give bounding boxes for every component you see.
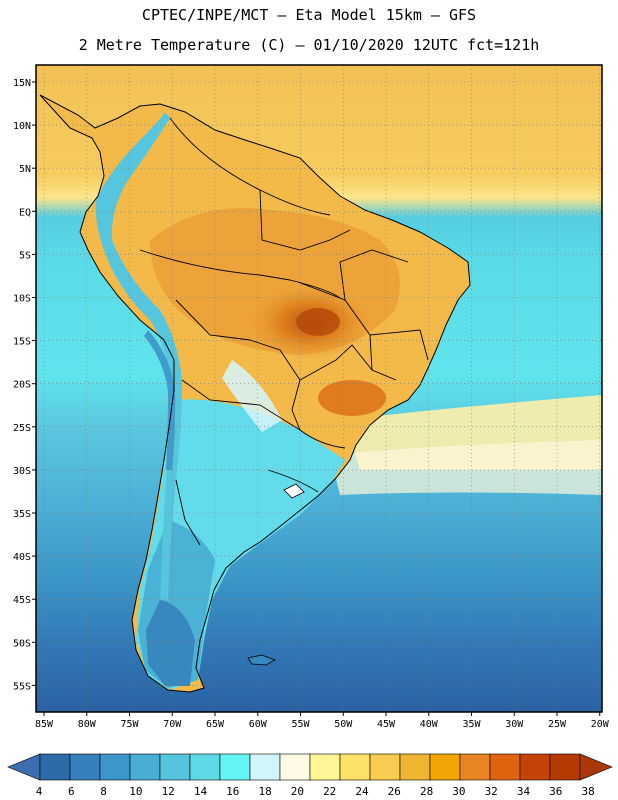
latitude-ticks [32,81,36,686]
lon-label: 25W [548,719,567,730]
colorbar-label: 34 [517,785,531,798]
lon-label: 55W [291,719,310,730]
lat-label: 5S [19,250,31,261]
colorbar-label: 20 [291,785,304,798]
colorbar-label: 24 [355,785,369,798]
map-frame [35,64,603,713]
colorbar-swatch [69,753,101,781]
colorbar-swatch [129,753,161,781]
colorbar-label: 32 [485,785,498,798]
colorbar-swatch [339,753,371,781]
colorbar-label: 6 [68,785,75,798]
colorbar-label: 18 [258,785,271,798]
colorbar-swatch [369,753,401,781]
colorbar-low-arrow [7,753,41,781]
lon-label: 30W [505,719,524,730]
lat-label: 55S [13,681,31,692]
country-borders [139,117,429,546]
lat-label: 20S [13,380,31,391]
map-subtitle: 2 Metre Temperature (C) – 01/10/2020 12U… [78,36,540,54]
hot-core [296,308,340,336]
lon-label: 75W [120,719,139,730]
longitude-labels: 85W 80W 75W 70W 65W 60W 55W 50W 45W 40W 35W 30W 25W 2… [35,719,610,730]
colorbar-labels: 4 6 8 10 12 14 16 18 20 22 24 26 28 30 32 34 36 38 [36,785,595,798]
lat-label: 10S [13,294,31,305]
lon-label: 80W [78,719,97,730]
colorbar-swatch [39,753,71,781]
colorbar-label: 16 [226,785,239,798]
map-title: CPTEC/INPE/MCT – Eta Model 15km – GFS [141,6,477,24]
colorbar-swatch [399,753,431,781]
lon-label: 85W [35,719,54,730]
lat-label: EQ [19,207,31,218]
lat-label: 25S [13,423,31,434]
colorbar-high-arrow [579,753,613,781]
mild-band [330,440,602,495]
colorbar-label: 10 [129,785,142,798]
colorbar-swatch [429,753,461,781]
south-tip-cold-zone [146,600,195,686]
lat-label: 45S [13,595,31,606]
longitude-ticks [43,712,601,716]
lon-label: 70W [163,719,182,730]
map-area [36,65,602,712]
colorbar-label: 36 [549,785,562,798]
lat-label: 40S [13,552,31,563]
colorbar-label: 4 [36,785,43,798]
colorbar-swatch [519,753,551,781]
lon-label: 40W [420,719,439,730]
colorbar-label: 22 [323,785,336,798]
lon-label: 50W [334,719,353,730]
lat-label: 30S [13,466,31,477]
coastline [39,94,471,693]
lon-label: 45W [377,719,396,730]
lat-label: 5N [19,164,31,175]
colorbar-swatch [279,753,311,781]
colorbar-label: 30 [452,785,465,798]
colorbar-swatch [249,753,281,781]
colorbar-label: 14 [194,785,208,798]
colorbar-label: 38 [581,785,594,798]
colorbar-swatch [309,753,341,781]
colorbar-swatch [459,753,491,781]
temperature-colorbar [7,753,613,781]
lat-label: 10N [13,121,31,132]
colorbar-swatch [99,753,131,781]
colorbar-swatch [219,753,251,781]
transition-zone [222,360,282,432]
lon-label: 65W [206,719,225,730]
colorbar-label: 8 [100,785,107,798]
falkland-islands [247,654,276,666]
lagoon [283,483,305,499]
latitude-labels: 15N 10N 5N EQ 5S 10S 15S 20S 25S 30S 35S 40S 45S 50S 5… [13,78,31,692]
colorbar-swatch [489,753,521,781]
colorbar-swatch [159,753,191,781]
lat-label: 15N [13,78,31,89]
lat-label: 50S [13,638,31,649]
colorbar-label: 12 [162,785,175,798]
colorbar-label: 26 [388,785,401,798]
lon-label: 20W [591,719,610,730]
colorbar-label: 28 [420,785,433,798]
lat-label: 15S [13,337,31,348]
lat-label: 35S [13,509,31,520]
colorbar-swatch [549,753,581,781]
southeast-hot-zone [318,380,386,416]
colorbar-swatch [189,753,221,781]
lon-label: 60W [249,719,268,730]
lon-label: 35W [462,719,481,730]
